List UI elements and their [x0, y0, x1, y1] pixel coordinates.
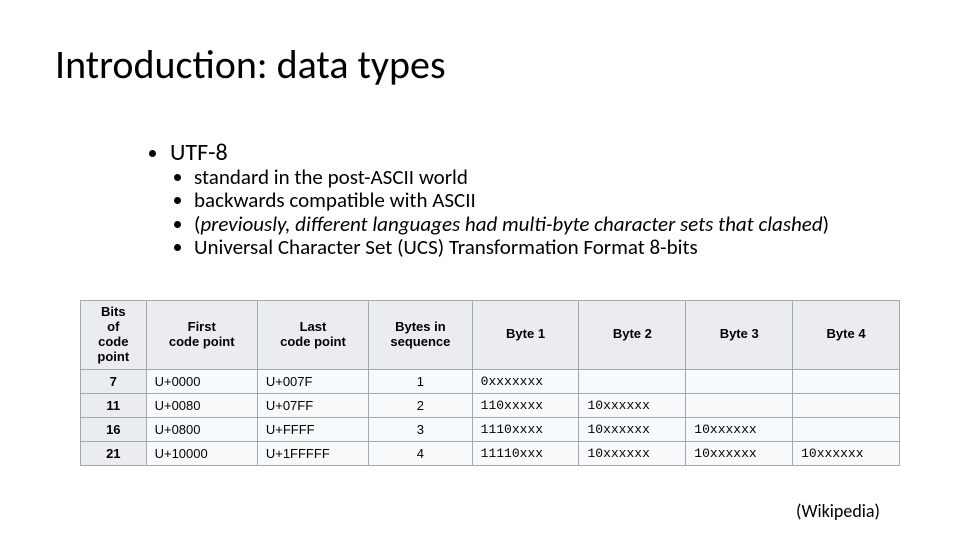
cell-byte2: 10xxxxxx [579, 441, 686, 465]
cell-bits: 21 [81, 441, 147, 465]
topic-item: UTF-8 standard in the post-ASCII world b… [170, 140, 900, 259]
col-byte1: Byte 1 [472, 301, 579, 370]
bullet-item: backwards compatible with ASCII [194, 189, 900, 212]
hdr-text: sequence [390, 334, 450, 349]
table-row: 7 U+0000 U+007F 1 0xxxxxxx [81, 369, 900, 393]
cell-byte4 [793, 369, 900, 393]
cell-last: U+07FF [257, 393, 368, 417]
cell-byte3 [686, 369, 793, 393]
slide: Introduction: data types UTF-8 standard … [0, 0, 960, 540]
hdr-text: Last [300, 319, 327, 334]
cell-byte2 [579, 369, 686, 393]
cell-first: U+0080 [146, 393, 257, 417]
topic-label: UTF-8 [170, 138, 228, 167]
cell-byte2: 10xxxxxx [579, 393, 686, 417]
cell-bytes: 2 [369, 393, 473, 417]
page-title: Introduction: data types [55, 40, 446, 89]
cell-first: U+0800 [146, 417, 257, 441]
cell-bits: 16 [81, 417, 147, 441]
cell-byte4: 10xxxxxx [793, 441, 900, 465]
cell-bits: 7 [81, 369, 147, 393]
cell-byte3 [686, 393, 793, 417]
cell-byte1: 0xxxxxxx [472, 369, 579, 393]
hdr-text: code point [280, 334, 346, 349]
cell-first: U+10000 [146, 441, 257, 465]
bullet-italic: previously, different languages had mult… [200, 211, 822, 237]
credit-label: (Wikipedia) [796, 500, 880, 522]
col-first: First code point [146, 301, 257, 370]
bullet-item: (previously, different languages had mul… [194, 213, 900, 236]
cell-byte1: 110xxxxx [472, 393, 579, 417]
cell-first: U+0000 [146, 369, 257, 393]
bullet-item: standard in the post-ASCII world [194, 166, 900, 189]
cell-last: U+1FFFFF [257, 441, 368, 465]
hdr-text: point [97, 349, 129, 364]
cell-byte1: 1110xxxx [472, 417, 579, 441]
cell-bits: 11 [81, 393, 147, 417]
hdr-text: code [98, 334, 128, 349]
table-row: 11 U+0080 U+07FF 2 110xxxxx 10xxxxxx [81, 393, 900, 417]
cell-byte3: 10xxxxxx [686, 441, 793, 465]
col-byte2: Byte 2 [579, 301, 686, 370]
cell-byte3: 10xxxxxx [686, 417, 793, 441]
cell-byte4 [793, 417, 900, 441]
col-byte3: Byte 3 [686, 301, 793, 370]
hdr-text: of [107, 319, 119, 334]
col-last: Last code point [257, 301, 368, 370]
table-header-row: Bits of code point First code point Last… [81, 301, 900, 370]
hdr-text: Bytes in [395, 319, 446, 334]
cell-bytes: 4 [369, 441, 473, 465]
utf8-table-container: Bits of code point First code point Last… [80, 300, 900, 466]
cell-bytes: 1 [369, 369, 473, 393]
col-bytes: Bytes in sequence [369, 301, 473, 370]
col-byte4: Byte 4 [793, 301, 900, 370]
cell-byte2: 10xxxxxx [579, 417, 686, 441]
table-row: 16 U+0800 U+FFFF 3 1110xxxx 10xxxxxx 10x… [81, 417, 900, 441]
hdr-text: First [188, 319, 216, 334]
cell-last: U+007F [257, 369, 368, 393]
cell-last: U+FFFF [257, 417, 368, 441]
paren-close: ) [823, 211, 829, 237]
table-row: 21 U+10000 U+1FFFFF 4 11110xxx 10xxxxxx … [81, 441, 900, 465]
cell-byte4 [793, 393, 900, 417]
col-bits: Bits of code point [81, 301, 147, 370]
hdr-text: Bits [101, 304, 126, 319]
hdr-text: code point [169, 334, 235, 349]
cell-bytes: 3 [369, 417, 473, 441]
body-content: UTF-8 standard in the post-ASCII world b… [130, 140, 900, 259]
bullet-item: Universal Character Set (UCS) Transforma… [194, 236, 900, 259]
cell-byte1: 11110xxx [472, 441, 579, 465]
utf8-table: Bits of code point First code point Last… [80, 300, 900, 466]
